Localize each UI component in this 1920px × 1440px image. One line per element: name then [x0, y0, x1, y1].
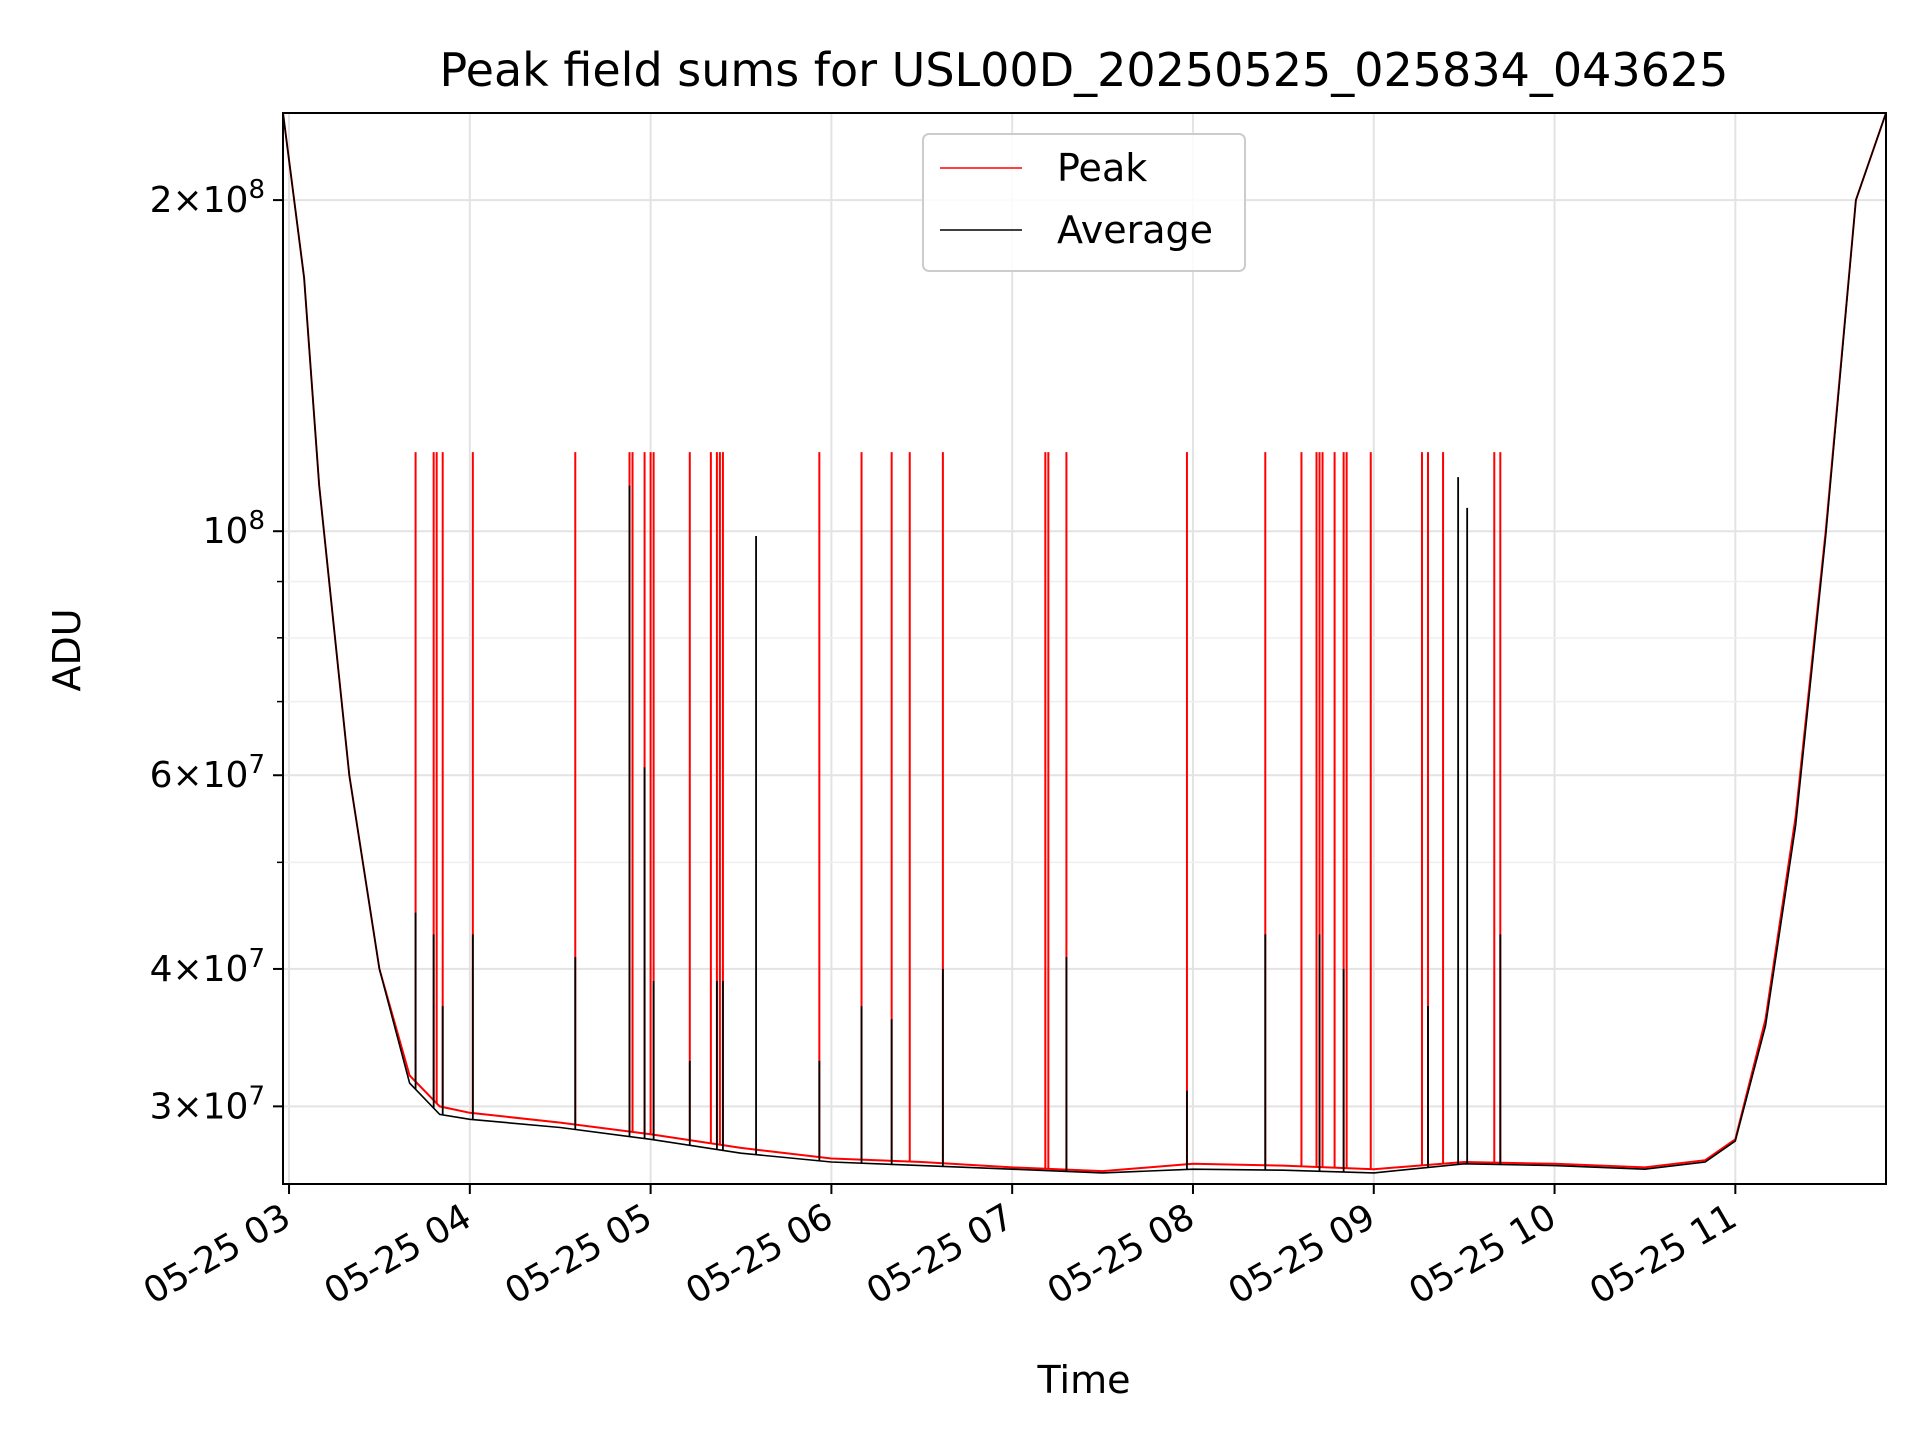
y-tick-label: 6×107 — [150, 750, 265, 796]
plot-frame — [282, 112, 1887, 1185]
legend-label-peak: Peak — [1057, 146, 1147, 190]
y-tick-label: 2×108 — [150, 175, 265, 221]
y-tick-label: 3×107 — [150, 1081, 265, 1127]
legend-label-average: Average — [1057, 208, 1213, 252]
legend: Peak Average — [922, 133, 1246, 272]
y-axis-label: ADU — [45, 608, 89, 691]
y-tick-label: 4×107 — [150, 944, 265, 990]
x-axis-label: Time — [1037, 1358, 1131, 1402]
series-line-peak — [283, 113, 1886, 1173]
y-tick-label: 108 — [203, 506, 265, 552]
y-axis-ticks: 3×107 4×107 6×107 108 2×108 — [150, 175, 283, 1127]
series-layer — [283, 113, 1886, 1174]
chart-title: Peak field sums for USL00D_20250525_0258… — [440, 43, 1729, 97]
series-line-average — [283, 113, 1886, 1174]
